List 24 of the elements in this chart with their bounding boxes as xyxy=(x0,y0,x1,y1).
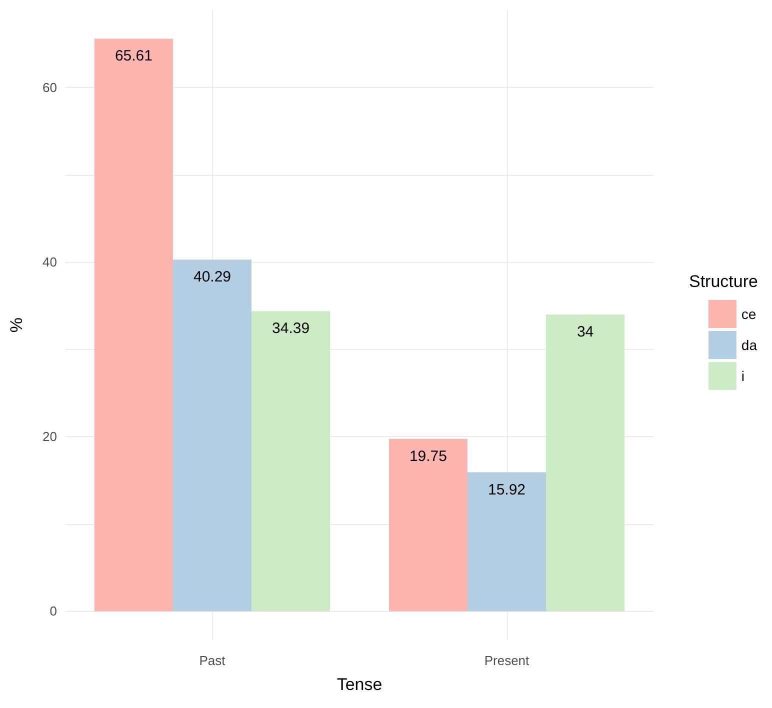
data-label: 40.29 xyxy=(193,268,232,286)
legend-label: i xyxy=(741,368,745,384)
bar xyxy=(172,260,252,612)
y-tick-label: 40 xyxy=(42,254,57,270)
data-label: 19.75 xyxy=(409,448,447,465)
y-tick-label: 20 xyxy=(42,429,57,444)
data-label: 34.39 xyxy=(272,320,310,338)
y-tick-label: 0 xyxy=(50,604,57,619)
data-label: 34 xyxy=(576,324,594,341)
legend-label: da xyxy=(741,337,758,353)
data-label: 65.61 xyxy=(114,48,152,65)
data-label: 15.92 xyxy=(488,481,526,498)
bar xyxy=(467,472,546,612)
legend-label: ce xyxy=(741,306,756,322)
bar xyxy=(252,311,330,612)
legend-title: Structure xyxy=(689,272,758,291)
bar xyxy=(546,314,625,612)
x-axis-title: Tense xyxy=(336,675,382,694)
y-axis-title: % xyxy=(7,317,26,333)
x-tick-label: Present xyxy=(484,653,530,668)
bar xyxy=(388,438,468,612)
x-tick-label: Past xyxy=(199,653,226,668)
y-tick-label: 60 xyxy=(42,80,57,96)
bar xyxy=(94,38,173,612)
